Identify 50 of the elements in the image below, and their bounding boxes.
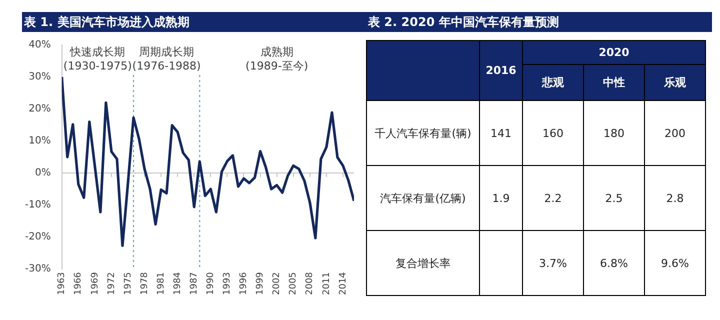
x-tick-label: 1987	[189, 272, 200, 295]
x-tick-label: 1966	[74, 272, 84, 295]
text: 1.9	[480, 166, 522, 230]
text: 中性	[584, 64, 644, 100]
y-tick-label: 20%	[28, 104, 51, 115]
y-tick-label: -30%	[24, 264, 51, 275]
text: 汽车保有量(亿辆)	[366, 166, 480, 230]
text: 乐观	[644, 64, 706, 100]
y-tick-label: 40%	[28, 40, 51, 51]
x-tick-label: 1996	[239, 272, 250, 295]
text: 2.2	[522, 166, 584, 230]
annotation: 周期成长期 (1976-1988)	[132, 45, 201, 72]
text: 悲观	[522, 64, 584, 100]
x-tick-label: 1975	[123, 272, 134, 295]
text: 6.8%	[584, 230, 644, 296]
text: 2.5	[584, 166, 644, 230]
x-tick-label: 1993	[222, 272, 233, 295]
text: 160	[522, 100, 584, 166]
x-tick-label: 1972	[106, 272, 117, 295]
text: 2016	[480, 40, 522, 100]
text: 2020	[522, 40, 706, 64]
x-tick-label: 2014	[338, 272, 348, 295]
x-tick-label: 1990	[206, 272, 216, 295]
chart-title: 表 1. 美国汽车市场进入成熟期	[23, 14, 190, 31]
text: 200	[644, 100, 706, 166]
text: 表 2. 2020 年中国汽车保有量预测	[367, 14, 560, 31]
y-tick-label: 10%	[28, 136, 51, 147]
y-tick-label: 30%	[28, 72, 51, 83]
x-tick-label: 2008	[305, 272, 316, 295]
x-tick-label: 1981	[156, 272, 166, 295]
text: 3.7%	[522, 230, 584, 296]
x-tick-label: 2011	[322, 272, 332, 295]
x-tick-label: 1963	[57, 272, 68, 295]
text: 2.8	[644, 166, 706, 230]
text: 千人汽车保有量(辆)	[366, 100, 480, 166]
y-tick-label: -10%	[24, 200, 51, 211]
x-tick-label: 1984	[172, 272, 183, 295]
x-tick-label: 1999	[256, 272, 266, 295]
x-tick-label: 1978	[140, 272, 150, 295]
text: 9.6%	[644, 230, 706, 296]
x-tick-label: 2005	[288, 272, 299, 295]
x-tick-label: 2002	[272, 272, 282, 295]
y-tick-label: -20%	[24, 232, 51, 243]
annotation: 快速成长期 (1930-1975)	[63, 45, 132, 72]
text: 复合增长率	[366, 230, 480, 296]
x-tick-label: 1969	[90, 272, 100, 295]
text: 141	[480, 100, 522, 166]
annotation: 成熟期 (1989-至今)	[246, 45, 308, 72]
y-tick-label: 0%	[34, 168, 51, 179]
text: 180	[584, 100, 644, 166]
